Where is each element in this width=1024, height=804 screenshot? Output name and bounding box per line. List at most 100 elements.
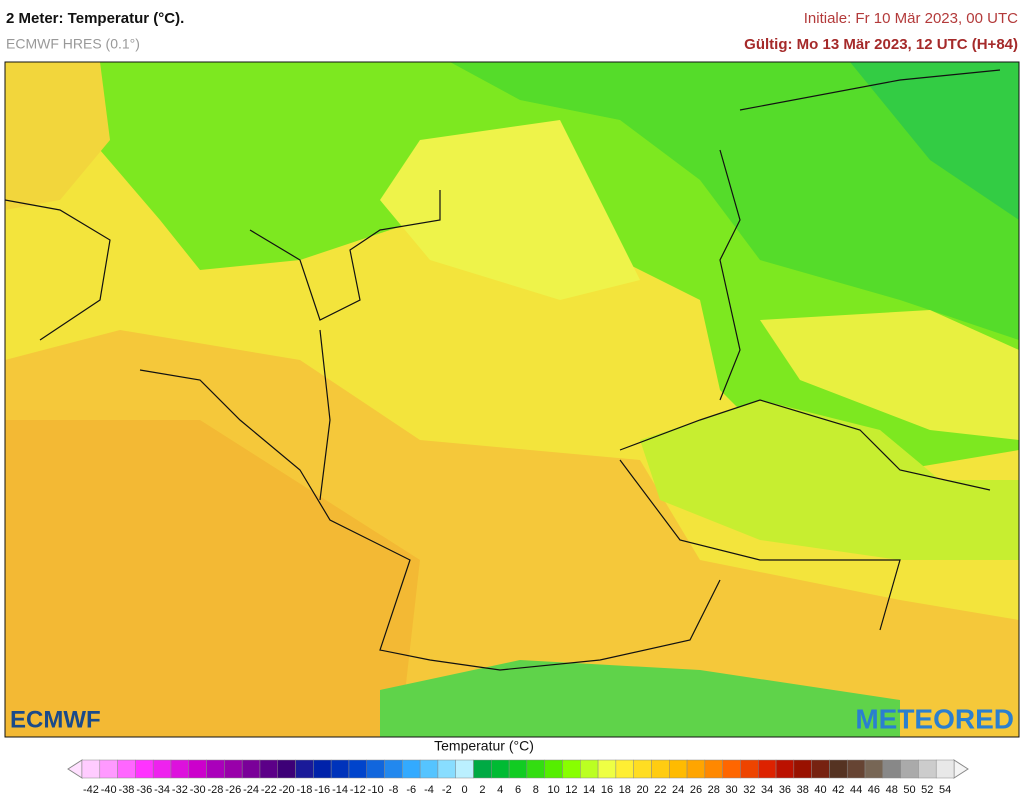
legend-swatch bbox=[188, 759, 207, 779]
legend-tick-label: 22 bbox=[654, 784, 666, 796]
legend-tick-label: 32 bbox=[743, 784, 755, 796]
valid-time: Gültig: Mo 13 Mär 2023, 12 UTC (H+84) bbox=[744, 36, 1018, 53]
map: ECMWF METEORED bbox=[4, 61, 1020, 738]
legend-tick-label: 38 bbox=[797, 784, 809, 796]
legend-tick-label: 34 bbox=[761, 784, 773, 796]
legend-tick-label: -14 bbox=[332, 784, 348, 796]
legend-swatch bbox=[348, 759, 367, 779]
legend-swatch bbox=[295, 759, 314, 779]
legend-swatch bbox=[811, 759, 830, 779]
legend-swatch bbox=[686, 759, 706, 779]
legend-swatch bbox=[224, 759, 243, 779]
legend-swatch bbox=[330, 759, 350, 779]
legend-tick-label: -32 bbox=[172, 784, 188, 796]
legend-swatch bbox=[651, 759, 670, 779]
initial-time: Initiale: Fr 10 Mär 2023, 00 UTC bbox=[804, 10, 1018, 27]
legend-swatch bbox=[615, 759, 634, 779]
legend-tick-label: 42 bbox=[832, 784, 844, 796]
legend-tick-label: 0 bbox=[462, 784, 468, 796]
model: ECMWF HRES (0.1°) bbox=[6, 36, 140, 52]
legend-swatch bbox=[81, 759, 101, 779]
legend-tick-label: -30 bbox=[190, 784, 206, 796]
legend-swatch bbox=[366, 759, 385, 779]
legend-swatch bbox=[491, 759, 510, 779]
legend-swatch bbox=[384, 759, 403, 779]
colorbar: -42 -40 -38 -36 -34 -32 -30 -28 -26 -24 -22 -20 -18-… bbox=[67, 759, 969, 796]
legend-swatch bbox=[829, 759, 848, 779]
legend-swatch bbox=[170, 759, 190, 779]
legend-swatch bbox=[935, 759, 955, 779]
legend-tick-label: -36 bbox=[136, 784, 152, 796]
legend-tick-label: -22 bbox=[261, 784, 277, 796]
legend-tick-label: -8 bbox=[389, 784, 399, 796]
legend-tick-label: 10 bbox=[547, 784, 559, 796]
legend-swatch bbox=[99, 759, 118, 779]
legend-tick-label: 8 bbox=[533, 784, 539, 796]
legend-swatch bbox=[580, 759, 599, 779]
legend-tick-label: -10 bbox=[368, 784, 384, 796]
legend-swatch bbox=[277, 759, 296, 779]
legend-swatch bbox=[152, 759, 172, 779]
legend-tick-label: 48 bbox=[886, 784, 898, 796]
legend-tick-label: 36 bbox=[779, 784, 791, 796]
legend-tick-label: -42 bbox=[83, 784, 99, 796]
meteored-logo: METEORED bbox=[855, 703, 1014, 734]
legend-tick-label: 20 bbox=[636, 784, 648, 796]
legend-swatch bbox=[508, 759, 528, 779]
legend-tick-label: 4 bbox=[497, 784, 503, 796]
legend-tick-label: -16 bbox=[314, 784, 330, 796]
legend-swatch bbox=[562, 759, 581, 779]
legend-tick-label: -20 bbox=[279, 784, 295, 796]
legend-swatch bbox=[241, 759, 261, 779]
legend-tick-label: -34 bbox=[154, 784, 170, 796]
legend-tick-label: -38 bbox=[119, 784, 135, 796]
legend-title: Temperatur (°C) bbox=[434, 738, 534, 754]
legend-tick-label: 28 bbox=[708, 784, 720, 796]
legend-tick-label: 12 bbox=[565, 784, 577, 796]
low-arrow bbox=[67, 759, 83, 779]
legend-tick-label: 18 bbox=[619, 784, 631, 796]
legend-tick-label: 26 bbox=[690, 784, 702, 796]
legend-tick-label: 54 bbox=[939, 784, 951, 796]
legend-swatch bbox=[437, 759, 456, 779]
legend-swatch bbox=[526, 759, 545, 779]
legend-swatch bbox=[793, 759, 812, 779]
legend-swatch bbox=[740, 759, 759, 779]
legend-swatch bbox=[882, 759, 901, 779]
legend-swatch bbox=[669, 759, 688, 779]
legend-tick-label: 24 bbox=[672, 784, 684, 796]
legend-tick-label: -6 bbox=[406, 784, 416, 796]
legend-swatch bbox=[473, 759, 492, 779]
legend-tick-label: 2 bbox=[479, 784, 485, 796]
legend-tick-label: 44 bbox=[850, 784, 862, 796]
legend-swatch bbox=[206, 759, 225, 779]
legend-tick-label: 50 bbox=[903, 784, 915, 796]
legend-tick-label: -18 bbox=[296, 784, 312, 796]
legend-tick-label: -24 bbox=[243, 784, 259, 796]
legend-tick-label: -40 bbox=[101, 784, 117, 796]
legend-swatch bbox=[775, 759, 795, 779]
legend-swatch bbox=[722, 759, 741, 779]
legend-tick-label: 16 bbox=[601, 784, 613, 796]
legend-swatch bbox=[419, 759, 439, 779]
legend-tick-label: 40 bbox=[814, 784, 826, 796]
legend-tick-label: -12 bbox=[350, 784, 366, 796]
legend-swatch bbox=[864, 759, 884, 779]
legend-swatch bbox=[313, 759, 332, 779]
legend-swatch bbox=[757, 759, 777, 779]
legend-tick-label: -26 bbox=[225, 784, 241, 796]
legend-tick-label: 6 bbox=[515, 784, 521, 796]
legend-swatch bbox=[544, 759, 563, 779]
legend-swatch bbox=[846, 759, 866, 779]
title: 2 Meter: Temperatur (°C). bbox=[6, 10, 184, 27]
legend-swatch bbox=[259, 759, 279, 779]
legend-swatch bbox=[402, 759, 421, 779]
legend-tick-label: -2 bbox=[442, 784, 452, 796]
legend-tick-label: 46 bbox=[868, 784, 880, 796]
high-arrow bbox=[953, 759, 969, 779]
legend-tick-label: -28 bbox=[208, 784, 224, 796]
ecmwf-logo: ECMWF bbox=[10, 706, 101, 733]
legend-tick-label: -4 bbox=[424, 784, 434, 796]
legend-swatch bbox=[135, 759, 154, 779]
